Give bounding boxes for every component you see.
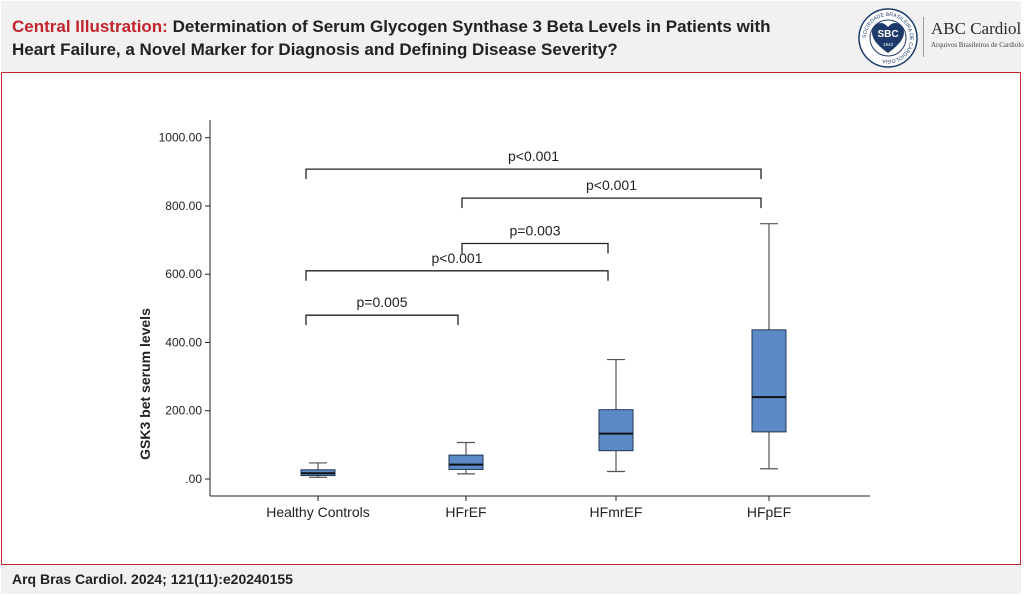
box-iqr <box>751 329 787 433</box>
x-tick-label: HFrEF <box>445 504 486 520</box>
y-tick-label: 1000.00 <box>159 131 203 145</box>
boxes-layer <box>300 223 787 478</box>
header-bar: Central Illustration: Determination of S… <box>1 1 1024 73</box>
box-group <box>751 223 787 470</box>
box-group <box>448 441 484 475</box>
title-text: Determination of Serum Glycogen Synthase… <box>12 17 771 59</box>
box-group <box>598 358 634 473</box>
y-axis-title: GSK3 bet serum levels <box>137 308 153 460</box>
p-value-label: p<0.001 <box>432 250 483 266</box>
box-iqr <box>448 454 484 470</box>
bracket-line <box>305 168 762 180</box>
x-tick-label: HFpEF <box>747 504 791 520</box>
bracket-line <box>461 242 609 254</box>
boxplot-chart: .00 200.00 400.00 600.00 800.00 1000.00 Healt… <box>137 120 870 520</box>
significance-bracket: p<0.001 <box>461 177 762 209</box>
y-axis: .00 200.00 400.00 600.00 800.00 1000.00 <box>159 120 211 496</box>
journal-name: ABC Cardiol <box>931 19 1022 38</box>
seal-text: SBC <box>877 29 898 40</box>
p-value-label: p<0.001 <box>586 177 637 193</box>
seal-year: 1943 <box>883 42 894 47</box>
significance-bracket: p=0.003 <box>461 223 609 254</box>
p-value-label: p=0.005 <box>357 294 408 310</box>
y-tick-label: 800.00 <box>165 199 202 213</box>
y-tick-label: 600.00 <box>165 267 202 281</box>
page-title: Central Illustration: Determination of S… <box>12 15 812 61</box>
footer-bar: Arq Bras Cardiol. 2024; 121(11):e2024015… <box>1 564 1021 594</box>
x-tick-label: Healthy Controls <box>266 504 370 520</box>
significance-bracket: p<0.001 <box>305 148 762 180</box>
p-value-label: p=0.003 <box>510 223 561 239</box>
significance-bracket: p=0.005 <box>305 294 459 326</box>
p-value-label: p<0.001 <box>508 148 559 164</box>
x-axis: Healthy Controls HFrEF HFmrEF HFpEF <box>210 495 870 520</box>
significance-bracket: p<0.001 <box>305 250 609 281</box>
title-lead: Central Illustration: <box>12 17 168 36</box>
citation: Arq Bras Cardiol. 2024; 121(11):e2024015… <box>12 571 293 587</box>
x-tick-label: HFmrEF <box>590 504 643 520</box>
logo-divider <box>923 17 924 57</box>
bracket-line <box>461 197 762 209</box>
box-group <box>300 462 336 478</box>
sbc-seal-logo: SOCIEDADE BRASILEIRA DE CARDIOLOGIA SBC … <box>858 8 918 68</box>
bracket-line <box>305 314 459 326</box>
box-iqr <box>598 409 634 452</box>
journal-subtitle: Arquivos Brasileiros de Cardiologia <box>931 41 1024 49</box>
y-tick-label: 400.00 <box>165 335 202 349</box>
bracket-line <box>305 270 609 281</box>
y-tick-label: 200.00 <box>165 404 202 418</box>
significance-brackets: p<0.001 p<0.001 p=0.003 p<0.001 p=0.005 <box>305 148 762 326</box>
y-tick-label: .00 <box>185 472 202 486</box>
